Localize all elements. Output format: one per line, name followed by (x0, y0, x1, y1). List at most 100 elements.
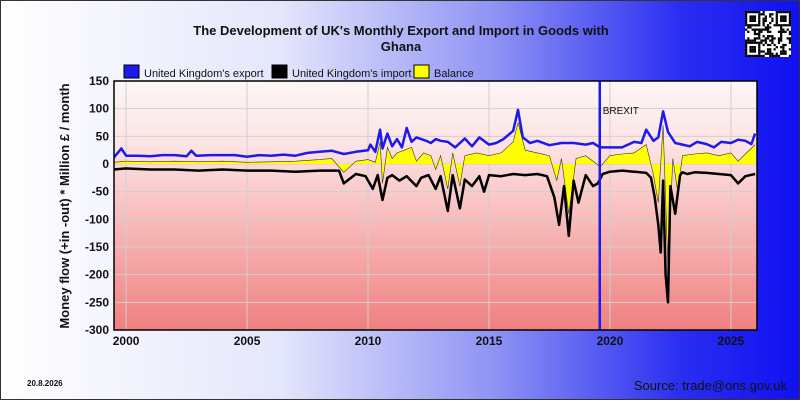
qr-module (766, 43, 770, 47)
y-tick-label: -300 (85, 323, 109, 337)
qr-module (766, 24, 770, 27)
qr-module (758, 37, 761, 40)
qr-module (745, 52, 748, 55)
qr-module (780, 37, 783, 40)
qr-module (758, 52, 761, 55)
x-tick-label: 2015 (476, 334, 503, 348)
qr-module (786, 24, 789, 27)
qr-module (760, 41, 763, 44)
qr-module (780, 24, 783, 27)
qr-module (753, 11, 756, 14)
qr-module (773, 24, 776, 27)
y-tick-label: -200 (85, 268, 109, 282)
qr-module (769, 50, 772, 53)
qr-module (749, 46, 752, 49)
qr-module (758, 11, 761, 14)
qr-module (788, 37, 791, 40)
qr-module (782, 28, 785, 31)
qr-code-icon (745, 11, 791, 57)
qr-module (769, 52, 772, 55)
qr-module (749, 24, 752, 27)
qr-module (771, 39, 774, 42)
balance-line (114, 122, 756, 270)
qr-module (762, 54, 765, 57)
qr-module (766, 52, 770, 55)
y-tick-label: 150 (89, 74, 109, 88)
qr-module (771, 52, 774, 55)
qr-module (771, 54, 774, 57)
brexit-label: BREXIT (603, 106, 639, 117)
y-tick-label: -50 (92, 185, 110, 199)
qr-module (782, 17, 785, 20)
qr-module (784, 43, 787, 47)
qr-module (769, 39, 772, 42)
qr-module (753, 46, 756, 49)
qr-module (747, 41, 750, 44)
qr-module (782, 46, 785, 49)
qr-module (745, 13, 748, 16)
qr-module (766, 26, 770, 29)
legend-swatch-import (271, 64, 288, 79)
qr-module (766, 35, 770, 38)
qr-module (782, 11, 785, 14)
qr-module (753, 19, 756, 22)
qr-module (758, 41, 761, 44)
qr-module (755, 37, 759, 40)
qr-module (762, 50, 765, 53)
qr-module (751, 15, 754, 18)
qr-module (777, 54, 781, 57)
qr-module (745, 21, 748, 25)
qr-module (755, 28, 759, 31)
qr-module (764, 28, 767, 31)
qr-module (788, 48, 791, 51)
qr-module (745, 19, 748, 22)
qr-module (782, 19, 785, 22)
qr-module (769, 30, 772, 33)
qr-module (755, 24, 759, 27)
qr-module (745, 54, 748, 57)
qr-module (747, 26, 750, 29)
qr-module (780, 17, 783, 20)
qr-module (753, 30, 756, 33)
qr-module (775, 11, 778, 14)
qr-module (782, 50, 785, 53)
source-label: Source: trade@ons.gov.uk (633, 378, 787, 393)
qr-module (775, 17, 778, 20)
qr-module (749, 19, 752, 22)
qr-module (780, 50, 783, 53)
qr-module (764, 52, 767, 55)
qr-module (755, 32, 759, 36)
qr-module (782, 52, 785, 55)
qr-module (762, 13, 765, 16)
qr-module (773, 43, 776, 47)
x-tick-label: 2000 (113, 334, 140, 348)
qr-module (755, 41, 759, 44)
qr-module (762, 21, 765, 25)
qr-module (782, 43, 785, 47)
qr-module (784, 52, 787, 55)
qr-module (745, 11, 748, 14)
qr-module (764, 19, 767, 22)
qr-module (769, 43, 772, 47)
qr-module (753, 50, 756, 53)
qr-module (766, 50, 770, 53)
qr-module (758, 50, 761, 53)
qr-module (771, 37, 774, 40)
qr-module (745, 41, 748, 44)
qr-module (780, 32, 783, 36)
qr-module (758, 13, 761, 16)
qr-module (775, 46, 778, 49)
qr-module (753, 54, 756, 57)
qr-module (786, 11, 789, 14)
qr-module (745, 50, 748, 53)
qr-module (788, 39, 791, 42)
qr-module (751, 39, 754, 42)
qr-module (775, 54, 778, 57)
qr-module (784, 17, 787, 20)
qr-module (758, 21, 761, 25)
qr-module (784, 30, 787, 33)
qr-module (784, 11, 787, 14)
qr-module (773, 54, 776, 57)
qr-module (747, 24, 750, 27)
